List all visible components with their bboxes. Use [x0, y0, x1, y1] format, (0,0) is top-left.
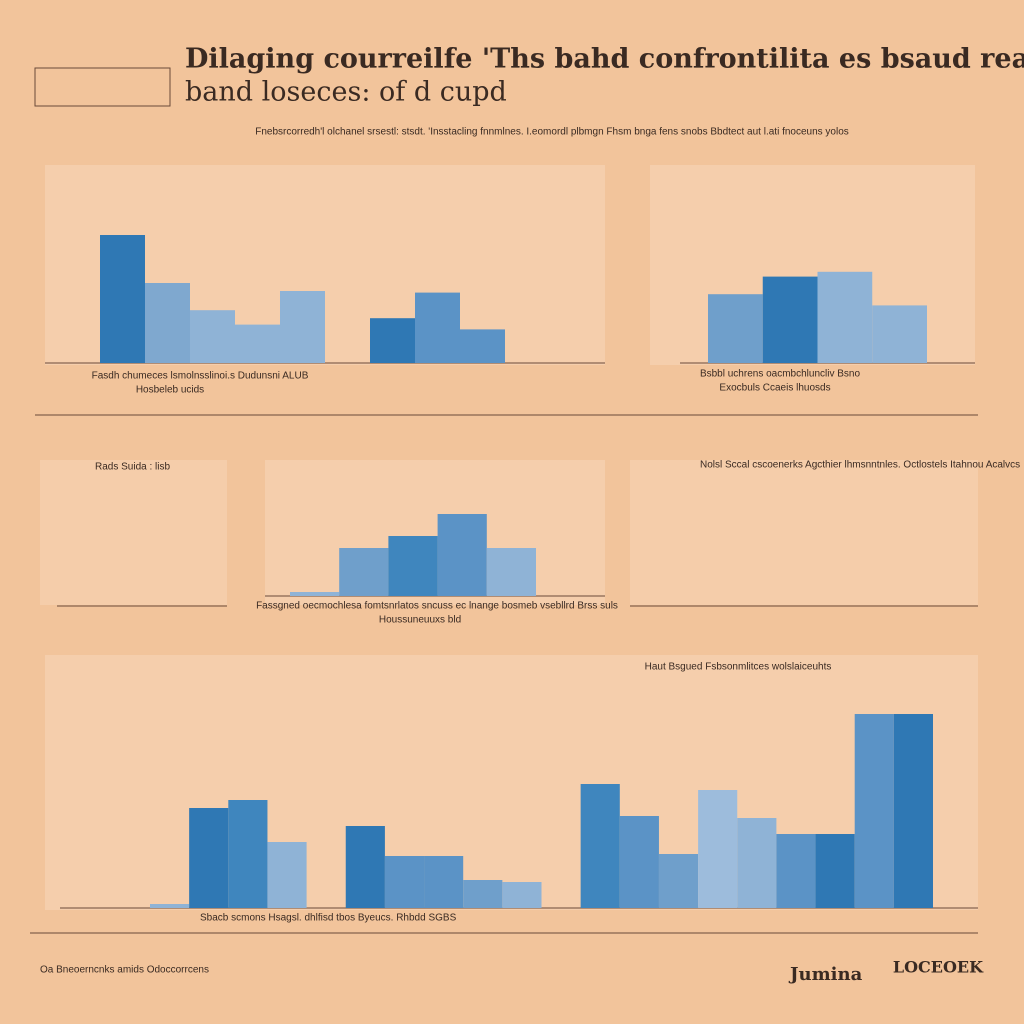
- caption: Hosbeleb ucids: [136, 385, 204, 396]
- bar: [815, 834, 855, 908]
- bar: [424, 856, 464, 908]
- bar: [290, 592, 340, 596]
- bar: [737, 818, 777, 908]
- caption: Fasdh chumeces lsmolnsslinoi.s Dudunsni …: [92, 371, 309, 382]
- bar: [190, 310, 235, 363]
- bar: [388, 536, 438, 596]
- subtitle: Fnebsrcorredh'l olchanel srsestl: stsdt.…: [255, 127, 849, 138]
- bar: [486, 548, 536, 596]
- caption: Haut Bsgued Fsbsonmlitces wolslaiceuhts: [645, 662, 832, 673]
- footer-note: Oa Bneoerncnks amids Odoccorrcens: [40, 965, 209, 976]
- bar: [708, 294, 763, 363]
- bar: [463, 880, 503, 908]
- caption: Exocbuls Ccaeis lhuosds: [719, 383, 830, 394]
- caption: Fassgned oecmochlesa fomtsnrlatos sncuss…: [256, 601, 618, 612]
- caption: Bsbbl uchrens oacmbchluncliv Bsno: [700, 369, 861, 380]
- bar: [619, 816, 659, 908]
- panel: [630, 460, 978, 605]
- bar: [370, 318, 415, 363]
- bar: [872, 305, 927, 363]
- footer-logo: LOCEOEK: [893, 958, 984, 977]
- panel-note: Rads Suida : lisb: [95, 462, 170, 473]
- footer-brand: Jumina: [788, 964, 863, 985]
- bar: [235, 324, 280, 363]
- bar: [698, 790, 738, 908]
- bar: [502, 882, 542, 908]
- bar: [267, 842, 307, 908]
- bar: [854, 714, 894, 908]
- bar: [345, 826, 385, 908]
- title-line2: band loseces: of d cupd: [185, 77, 507, 108]
- bar: [339, 548, 389, 596]
- caption: Houssuneuuxs bld: [379, 615, 461, 626]
- bar: [228, 800, 268, 908]
- caption: Sbacb scmons Hsagsl. dhlfisd tbos Byeucs…: [200, 913, 457, 924]
- bar: [893, 714, 933, 908]
- bar: [460, 329, 505, 363]
- bar: [437, 514, 487, 596]
- bar: [776, 834, 816, 908]
- panel: [40, 460, 227, 605]
- bar: [100, 235, 145, 363]
- bar: [189, 808, 229, 908]
- bar: [762, 276, 818, 363]
- bar: [280, 291, 325, 363]
- bar: [658, 854, 699, 908]
- bar: [817, 271, 873, 363]
- bar: [384, 856, 425, 908]
- panel-note: Nolsl Sccal cscoenerks Agcthier lhmsnntn…: [700, 460, 1020, 471]
- bar: [145, 283, 190, 363]
- bar: [580, 784, 620, 908]
- bar: [150, 904, 190, 908]
- bar: [415, 292, 460, 363]
- badge: [34, 67, 171, 107]
- title: Dilaging courreilfe 'Ths bahd confrontil…: [185, 44, 1024, 75]
